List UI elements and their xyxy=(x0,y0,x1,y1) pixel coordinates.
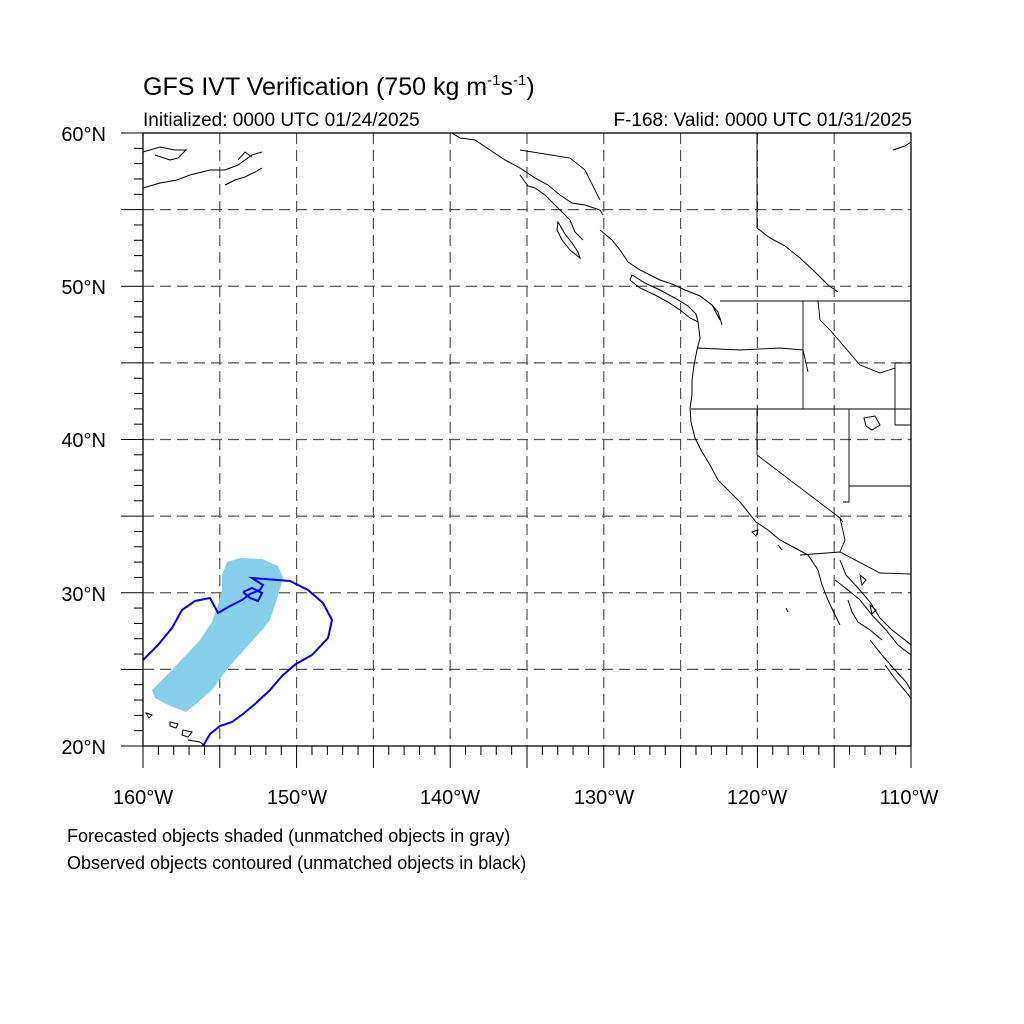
lat-label-30n: 30°N xyxy=(61,584,106,606)
political-boundaries xyxy=(519,133,911,575)
plot-frame xyxy=(142,132,912,747)
lon-label-110w: 110°W xyxy=(880,787,939,809)
lat-label-50n: 50°N xyxy=(61,277,106,299)
observed-object-contour-hook xyxy=(242,586,264,603)
lon-label-160w: 160°W xyxy=(113,787,173,809)
map-title: GFS IVT Verification (750 kg m-1s-1) xyxy=(143,72,535,101)
lat-label-60n: 60°N xyxy=(61,124,106,146)
lon-label-130w: 130°W xyxy=(574,787,634,809)
forecast-object xyxy=(152,558,283,712)
coastlines xyxy=(143,133,911,746)
lon-label-140w: 140°W xyxy=(420,787,480,809)
valid-time: F-168: Valid: 0000 UTC 01/31/2025 xyxy=(613,110,912,131)
lon-label-120w: 120°W xyxy=(727,787,787,809)
latitude-labels: 60°N 50°N 40°N 30°N 20°N xyxy=(61,124,106,759)
lat-label-40n: 40°N xyxy=(61,430,106,452)
initialized-time: Initialized: 0000 UTC 01/24/2025 xyxy=(143,110,420,131)
legend-forecast-note: Forecasted objects shaded (unmatched obj… xyxy=(67,826,511,846)
gridlines xyxy=(143,133,911,746)
legend-observed-note: Observed objects contoured (unmatched ob… xyxy=(67,853,527,873)
lat-label-20n: 20°N xyxy=(61,737,106,759)
longitude-labels: 160°W 150°W 140°W 130°W 120°W 110°W xyxy=(113,787,939,809)
lon-label-150w: 150°W xyxy=(267,787,327,809)
observed-object-contour xyxy=(143,576,334,746)
axis-ticks xyxy=(121,132,912,768)
